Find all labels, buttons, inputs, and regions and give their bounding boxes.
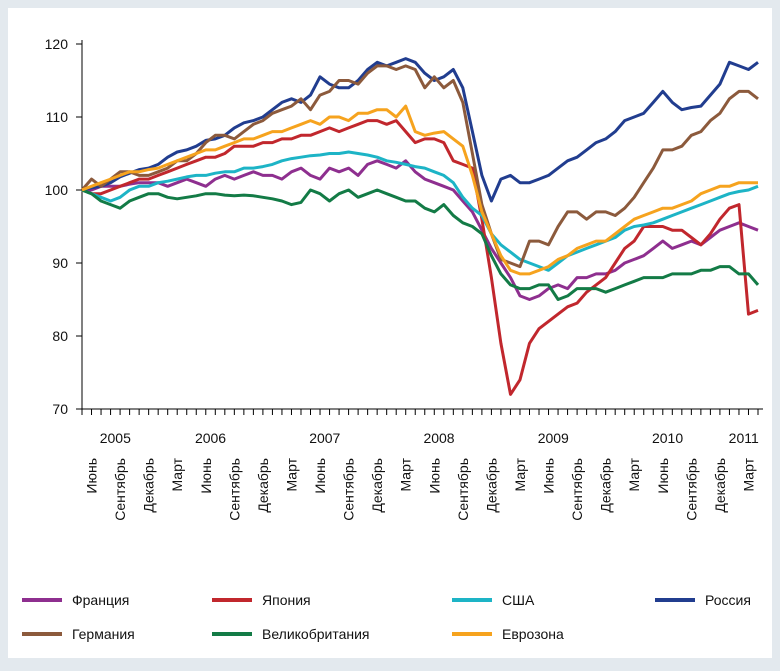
legend-label: Великобритания: [262, 626, 370, 642]
series-line: [81, 57, 759, 203]
year-label: 2010: [652, 430, 683, 446]
x-tick-label: Декабрь: [141, 458, 157, 513]
series-line: [81, 150, 759, 272]
x-tick-label: Март: [740, 457, 756, 491]
x-tick-label: Март: [169, 457, 185, 491]
legend-label: Еврозона: [502, 626, 564, 642]
x-tick-label: Март: [626, 457, 642, 491]
y-tick-label: 100: [45, 182, 69, 198]
legend-label: Германия: [72, 626, 135, 642]
x-tick-label: Март: [283, 457, 299, 491]
x-tick-label: Сентябрь: [455, 458, 471, 521]
legend-label: Япония: [262, 592, 311, 608]
y-tick-label: 90: [52, 255, 68, 271]
x-tick-label: Июнь: [312, 458, 328, 494]
x-tick-label: Сентябрь: [569, 458, 585, 521]
x-tick-label: Июнь: [426, 458, 442, 494]
x-tick-label: Сентябрь: [112, 458, 128, 521]
year-label: 2007: [309, 430, 340, 446]
x-tick-label: Декабрь: [483, 458, 499, 513]
x-tick-label: Июнь: [655, 458, 671, 494]
year-label: 2006: [195, 430, 226, 446]
year-label: 2005: [100, 430, 131, 446]
series-line: [81, 104, 758, 276]
y-tick-label: 120: [45, 36, 69, 52]
year-label: 2009: [538, 430, 569, 446]
series-line: [81, 188, 760, 301]
y-tick-label: 70: [52, 401, 68, 417]
x-tick-label: Декабрь: [255, 458, 271, 513]
x-tick-label: Сентябрь: [683, 458, 699, 521]
year-label: 2011: [729, 430, 759, 446]
legend-label: США: [502, 592, 535, 608]
panel: [8, 8, 772, 658]
y-tick-label: 110: [46, 109, 69, 125]
x-tick-label: Декабрь: [369, 458, 385, 513]
x-tick-label: Сентябрь: [226, 458, 242, 521]
legend-label: Россия: [705, 592, 751, 608]
series-line: [81, 119, 759, 396]
series-line: [82, 159, 759, 301]
x-tick-label: Сентябрь: [341, 458, 357, 521]
x-tick-label: Декабрь: [712, 458, 728, 513]
year-label: 2008: [423, 430, 454, 446]
x-tick-label: Июнь: [84, 458, 100, 494]
x-tick-label: Декабрь: [598, 458, 614, 513]
legend-label: Франция: [72, 592, 129, 608]
x-tick-label: Июнь: [198, 458, 214, 494]
x-tick-label: Март: [398, 457, 414, 491]
y-tick-label: 80: [52, 328, 68, 344]
x-tick-label: Июнь: [541, 458, 557, 494]
x-tick-label: Март: [512, 457, 528, 491]
